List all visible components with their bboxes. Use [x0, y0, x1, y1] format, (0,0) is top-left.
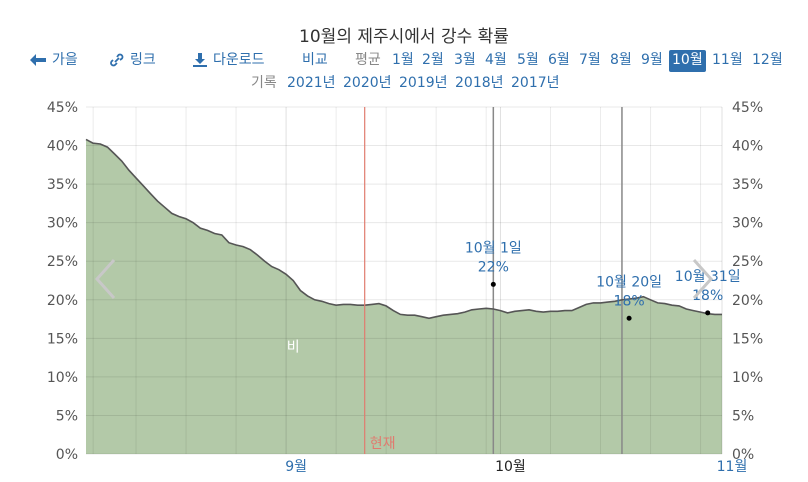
back-label: 가을: [52, 52, 78, 68]
y-tick-label-right: 30%: [732, 216, 763, 232]
y-tick-label-left: 15%: [47, 331, 78, 347]
record-year-2019[interactable]: 2019년: [399, 75, 448, 91]
compare-button[interactable]: 비교: [302, 52, 328, 68]
y-tick-label-right: 5%: [732, 408, 754, 424]
x-tick-label: 10월: [495, 459, 526, 475]
month-button-7[interactable]: 7월: [579, 52, 601, 68]
rain-line: [85, 138, 722, 320]
annotation-date: 10월 1일: [465, 240, 522, 256]
download-icon: [193, 53, 207, 67]
y-tick-label-right: 0%: [732, 447, 754, 463]
records-label: 기록: [251, 75, 277, 91]
download-label: 다운로드: [213, 52, 265, 68]
y-tick-label-left: 5%: [56, 408, 78, 424]
y-tick-label-right: 10%: [732, 370, 763, 386]
area-series-label: 비: [287, 339, 300, 355]
y-tick-label-right: 25%: [732, 254, 763, 270]
back-button[interactable]: 가을: [30, 50, 78, 72]
toolbar: 가을 링크 다운로드 비교 평균 1월 2월 3월 4월 5월 6월 7월 8월 9월 10월 11…: [0, 50, 808, 72]
link-icon: [110, 53, 124, 67]
annotation-date: 10월 20일: [596, 274, 662, 290]
month-button-5[interactable]: 5월: [517, 52, 539, 68]
chart-title: 10월의 제주시에서 강수 확률: [299, 27, 509, 47]
chevron-left-icon[interactable]: [93, 258, 117, 300]
month-button-4[interactable]: 4월: [485, 52, 507, 68]
y-tick-label-left: 10%: [47, 370, 78, 386]
chevron-right-icon[interactable]: [691, 258, 715, 300]
y-tick-label-right: 45%: [732, 100, 763, 116]
month-button-6[interactable]: 6월: [548, 52, 570, 68]
month-button-8[interactable]: 8월: [610, 52, 632, 68]
link-label: 링크: [130, 52, 156, 68]
now-label: 현재: [370, 436, 396, 452]
y-tick-label-right: 40%: [732, 139, 763, 155]
month-button-1[interactable]: 1월: [392, 52, 414, 68]
y-tick-label-left: 25%: [47, 254, 78, 270]
x-tick-label: 9월: [285, 459, 307, 475]
y-tick-label-left: 30%: [47, 216, 78, 232]
record-year-2017[interactable]: 2017년: [511, 75, 560, 91]
link-button[interactable]: 링크: [110, 50, 156, 72]
month-button-10[interactable]: 10월: [669, 50, 706, 72]
rain-area: [86, 139, 722, 454]
y-tick-label-left: 35%: [47, 177, 78, 193]
x-tick-label: 11월: [717, 459, 748, 475]
y-tick-label-right: 20%: [732, 293, 763, 309]
y-tick-label-left: 45%: [47, 100, 78, 116]
y-tick-label-left: 0%: [56, 447, 78, 463]
month-button-12[interactable]: 12월: [752, 52, 783, 68]
month-button-11[interactable]: 11월: [712, 52, 743, 68]
annotation-point: [626, 315, 632, 321]
average-label: 평균: [355, 52, 381, 68]
annotation-value: 22%: [478, 259, 509, 275]
arrow-left-icon: [30, 54, 46, 66]
month-button-2[interactable]: 2월: [422, 52, 444, 68]
y-tick-label-left: 40%: [47, 139, 78, 155]
month-button-9[interactable]: 9월: [641, 52, 663, 68]
records-row: 기록 2021년 2020년 2019년 2018년 2017년: [0, 74, 808, 94]
record-year-2020[interactable]: 2020년: [343, 75, 392, 91]
y-tick-label-right: 15%: [732, 331, 763, 347]
y-tick-label-right: 35%: [732, 177, 763, 193]
annotation-point: [705, 310, 711, 316]
annotation-point: [490, 281, 496, 287]
annotation-value: 18%: [614, 293, 645, 309]
record-year-2021[interactable]: 2021년: [287, 75, 336, 91]
y-tick-label-left: 20%: [47, 293, 78, 309]
month-button-3[interactable]: 3월: [454, 52, 476, 68]
record-year-2018[interactable]: 2018년: [455, 75, 504, 91]
download-button[interactable]: 다운로드: [193, 50, 265, 72]
